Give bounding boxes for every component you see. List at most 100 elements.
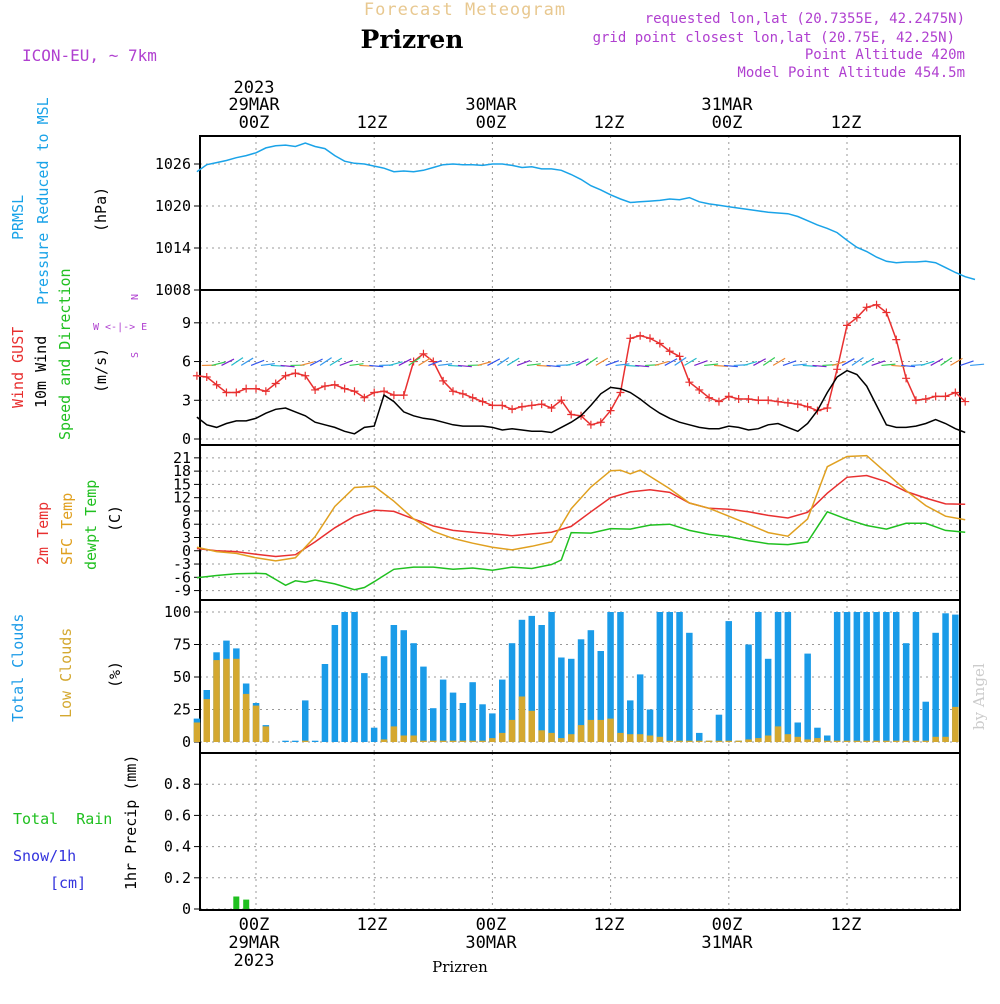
precip-axis-label: 1hr Precip (mm) [122,755,140,890]
low-bar [598,720,605,742]
low-bar [391,726,398,742]
low-bar [460,741,467,742]
low-bar [627,734,634,742]
total-bar [942,613,949,742]
temperature-unit: (C) [106,505,124,532]
compass-south: S [130,352,141,358]
y-tick-label: 0.4 [164,838,191,856]
total-bar [667,612,674,742]
rain-bar [233,897,239,910]
t2m-label: 2m Temp [34,502,52,565]
total-bar [568,659,575,742]
total-bar [775,612,782,742]
low-bar [381,739,388,742]
low-bar [893,741,900,742]
low-bar [667,741,674,742]
y-tick-label: 1026 [155,155,191,173]
total-bar [785,612,792,742]
top-hour-label: 12Z [357,113,388,133]
low-bar [519,697,526,743]
bottom-date-label: 30MAR [465,933,517,953]
y-tick-label: 50 [173,668,191,686]
low-bar [942,737,949,742]
low-bar [302,741,309,742]
y-tick-label: 1008 [155,281,191,299]
low-bar [923,741,930,742]
total-bar [854,612,861,742]
low-bar [657,737,664,742]
low-bar [647,736,654,743]
compass-north: N [130,294,141,300]
y-tick-label: 0.8 [164,775,191,793]
low-bar [735,741,742,742]
y-tick-label: 3 [182,391,191,409]
product-title: Forecast Meteogram [364,0,566,20]
top-date-label: 31MAR [701,95,753,115]
top-hour-label: 12Z [831,113,862,133]
pressure-unit: (hPa) [92,187,110,232]
total-bar [499,680,506,742]
requested-coords: requested lon,lat (20.7355E, 42.2475N) [645,11,965,27]
total-bar [637,674,644,742]
total-bar [883,612,890,742]
low-clouds-label: Low Clouds [57,628,75,718]
total-bar [676,612,683,742]
y-tick-label: 0 [182,430,191,448]
total-bar [410,643,417,742]
low-bar [213,660,220,742]
low-bar [617,733,624,742]
low-bar [883,741,890,742]
total-bar [302,700,309,742]
low-bar [558,738,565,742]
low-bar [903,741,910,742]
y-tick-label: 75 [173,636,191,654]
low-bar [814,738,821,742]
low-bar [548,733,555,742]
low-bar [420,741,427,742]
total-bar [401,630,408,742]
y-tick-label: 6 [182,353,191,371]
y-tick-label: 1014 [155,239,191,257]
bottom-hour-label: 12Z [357,915,388,935]
y-tick-label: 0 [182,733,191,751]
low-bar [204,699,211,742]
total-bar [371,728,378,742]
low-bar [952,707,959,742]
total-bar [617,612,624,742]
y-tick-label: 21 [173,449,191,467]
bottom-year-label: 2023 [234,951,275,971]
total-bar [469,682,476,742]
total-bar [440,680,447,742]
total-bar [804,654,811,742]
low-bar [745,739,752,742]
snow-legend: Snow/1h [13,847,76,865]
total-bar [312,741,319,742]
wind-direction-label: Speed and Direction [56,268,74,440]
low-bar [676,741,683,742]
low-bar [716,741,723,742]
low-bar [854,741,861,742]
bottom-hour-label: 00Z [476,915,507,935]
bottom-hour-label: 00Z [239,915,270,935]
low-bar [489,738,496,742]
location-title: Prizren [361,25,464,54]
low-bar [529,711,536,742]
total-bar [765,659,772,742]
total-bar [726,621,733,742]
low-bar [706,741,713,742]
total-bar [932,633,939,742]
total-bar [657,612,664,742]
wind10m-label: 10m Wind [32,336,50,408]
low-bar [932,737,939,742]
low-bar [401,736,408,743]
total-bar [844,612,851,742]
low-bar [263,726,270,742]
rain-legend: Total Rain [13,810,112,828]
low-bar [755,738,762,742]
low-bar [696,741,703,742]
bottom-date-label: 31MAR [701,933,753,953]
compass-we: W <-|-> E [93,322,147,333]
top-hour-label: 00Z [476,113,507,133]
total-bar [873,612,880,742]
